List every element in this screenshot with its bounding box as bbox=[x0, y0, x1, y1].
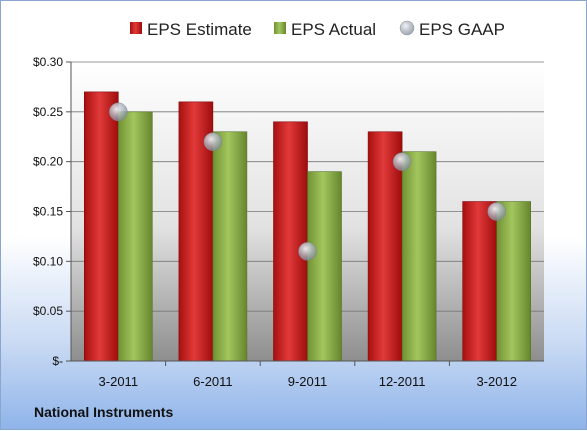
bar-eps-estimate bbox=[273, 121, 308, 362]
y-axis-ticks: $- $0.05 $0.10 $0.15 $0.20 $0.25 $0.30 bbox=[33, 55, 71, 368]
x-category-label: 3-2011 bbox=[99, 374, 139, 389]
bar-eps-estimate bbox=[367, 131, 403, 362]
legend: EPS Estimate EPS Actual EPS GAAP bbox=[130, 20, 505, 39]
bar-eps-estimate bbox=[462, 201, 498, 362]
legend-swatch-actual bbox=[274, 22, 286, 34]
bar-eps-actual bbox=[496, 201, 532, 362]
gaap-markers bbox=[109, 102, 506, 261]
y-tick-label: $0.25 bbox=[33, 105, 63, 119]
marker-eps-gaap bbox=[203, 132, 223, 151]
marker-eps-gaap bbox=[392, 152, 412, 171]
bar-eps-actual bbox=[307, 171, 342, 362]
bar-eps-actual bbox=[401, 151, 437, 362]
company-name: National Instruments bbox=[34, 404, 173, 420]
legend-label-actual: EPS Actual bbox=[291, 20, 376, 39]
y-tick-label: $0.20 bbox=[33, 155, 63, 169]
marker-eps-gaap bbox=[298, 242, 317, 261]
legend-marker-gaap bbox=[399, 20, 415, 36]
marker-eps-gaap bbox=[487, 202, 506, 221]
y-tick-label: $0.05 bbox=[33, 304, 63, 318]
y-tick-label: $- bbox=[52, 354, 63, 368]
bars bbox=[84, 91, 532, 362]
bar-eps-actual bbox=[212, 131, 248, 362]
x-category-label: 12-2011 bbox=[379, 374, 426, 389]
x-category-label: 3-2012 bbox=[476, 374, 516, 389]
legend-label-estimate: EPS Estimate bbox=[147, 20, 252, 39]
x-category-label: 9-2011 bbox=[288, 374, 328, 389]
x-category-label: 6-2011 bbox=[193, 374, 233, 389]
y-tick-label: $0.10 bbox=[33, 254, 63, 268]
legend-label-gaap: EPS GAAP bbox=[419, 20, 505, 39]
y-tick-label: $0.15 bbox=[33, 205, 63, 219]
legend-swatch-estimate bbox=[130, 22, 142, 34]
bar-eps-estimate bbox=[84, 91, 119, 362]
bar-eps-actual bbox=[118, 111, 153, 362]
y-tick-label: $0.30 bbox=[33, 55, 63, 69]
x-axis-labels: 3-2011 6-2011 9-2011 12-2011 3-2012 bbox=[99, 361, 517, 389]
marker-eps-gaap bbox=[109, 102, 128, 122]
